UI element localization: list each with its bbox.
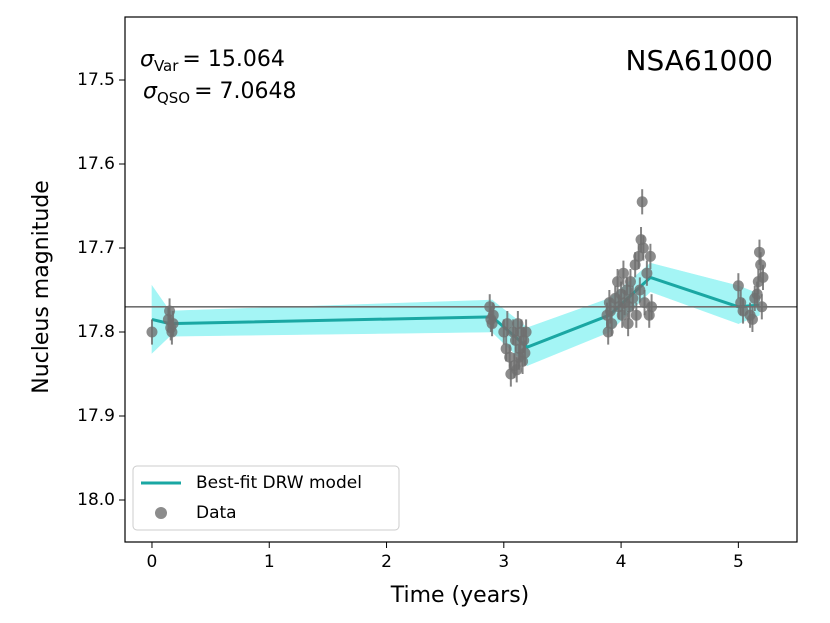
x-tick-label: 4 (616, 552, 627, 572)
y-tick-label: 18.0 (77, 490, 115, 510)
data-point (751, 288, 763, 300)
data-point (167, 318, 179, 330)
annotation-subscript: Var (154, 57, 179, 75)
model-line (151, 275, 760, 349)
annotation-symbol: σ (140, 47, 155, 72)
data-point (634, 284, 646, 296)
data-point (755, 259, 767, 271)
data-point (624, 276, 636, 288)
legend-marker (155, 507, 167, 519)
data-point (757, 271, 769, 283)
data-point (166, 326, 178, 338)
data-point (520, 326, 532, 338)
data-point (606, 318, 618, 330)
annotation-text: = 7.0648 (194, 79, 296, 104)
x-tick-label: 1 (264, 552, 275, 572)
data-point (627, 292, 639, 304)
data-point (637, 242, 649, 254)
data-point (605, 305, 617, 317)
annotation: σQSO = 7.0648 (143, 79, 297, 107)
data-point (487, 309, 499, 321)
data-point (617, 267, 629, 279)
chart-title: NSA61000 (626, 44, 773, 77)
x-axis-label: Time (years) (390, 583, 530, 608)
annotation-subscript: QSO (157, 89, 190, 107)
annotation-symbol: σ (143, 79, 158, 104)
data-point (732, 280, 744, 292)
data-point (756, 301, 768, 313)
data-point (636, 196, 648, 208)
data-point (622, 318, 634, 330)
legend-label: Best-fit DRW model (196, 473, 362, 493)
y-tick-label: 17.5 (77, 70, 115, 90)
data-point (510, 334, 522, 346)
data-point (641, 267, 653, 279)
legend-box (132, 465, 400, 531)
y-axis-label: Nucleus magnitude (29, 180, 54, 394)
data-point (501, 318, 513, 330)
data-point (633, 250, 645, 262)
data-point (746, 313, 758, 325)
x-tick-label: 0 (147, 552, 158, 572)
y-tick-label: 17.8 (77, 322, 115, 342)
data-point (644, 250, 656, 262)
y-tick-label: 17.7 (77, 238, 115, 258)
annotation-text: = 15.064 (182, 47, 284, 72)
annotation: σVar = 15.064 (140, 47, 285, 75)
data-point (646, 301, 658, 313)
data-point (146, 326, 158, 338)
legend-label: Data (196, 503, 237, 523)
x-tick-label: 5 (733, 552, 744, 572)
y-tick-label: 17.9 (77, 406, 115, 426)
plot-frame (124, 16, 798, 543)
legend: Best-fit DRW model Data (132, 465, 400, 531)
data-point (486, 318, 498, 330)
data-point (630, 309, 642, 321)
data-point (504, 351, 516, 363)
y-tick-label: 17.6 (77, 154, 115, 174)
data-point (753, 246, 765, 258)
x-tick-label: 2 (381, 552, 392, 572)
data-point (519, 347, 531, 359)
x-tick-label: 3 (498, 552, 509, 572)
